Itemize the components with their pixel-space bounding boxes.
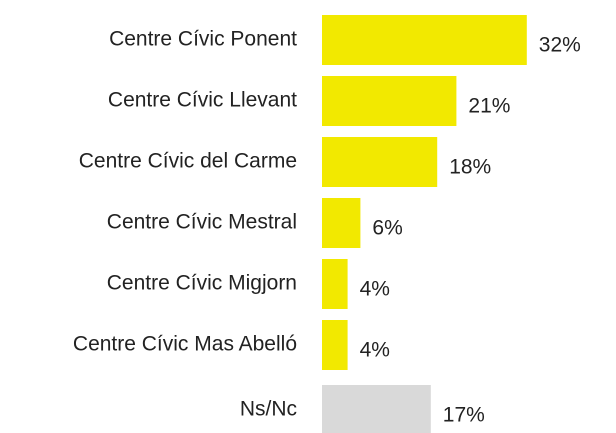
bar (322, 385, 431, 433)
bar (322, 320, 348, 370)
bar (322, 76, 457, 126)
value-label: 32% (539, 34, 581, 57)
value-label: 4% (360, 339, 390, 362)
category-label: Centre Cívic Llevant (108, 89, 297, 112)
bar (322, 15, 527, 65)
bar (322, 259, 348, 309)
value-label: 4% (360, 278, 390, 301)
bar (322, 137, 438, 187)
category-label: Centre Cívic Mas Abelló (73, 333, 297, 356)
category-label: Centre Cívic Mestral (107, 211, 297, 234)
value-label: 6% (372, 217, 402, 240)
value-label: 18% (449, 156, 491, 179)
value-label: 21% (468, 95, 510, 118)
category-label: Ns/Nc (240, 398, 297, 421)
value-label: 17% (443, 404, 485, 427)
bar (322, 198, 361, 248)
category-label: Centre Cívic del Carme (79, 150, 297, 173)
category-label: Centre Cívic Ponent (109, 28, 297, 51)
category-label: Centre Cívic Migjorn (107, 272, 297, 295)
